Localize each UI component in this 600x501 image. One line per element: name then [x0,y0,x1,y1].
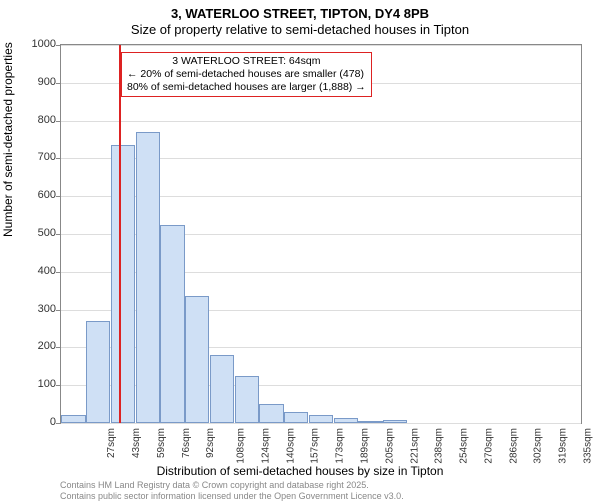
histogram-bar [210,355,234,423]
x-tick-label: 173sqm [335,428,346,464]
y-axis-label: Number of semi-detached properties [1,42,15,237]
y-tick [56,423,61,424]
x-tick-label: 335sqm [582,428,593,464]
x-axis-label: Distribution of semi-detached houses by … [0,464,600,478]
annotation-line1: 3 WATERLOO STREET: 64sqm [127,55,366,68]
x-tick-label: 76sqm [181,428,192,458]
y-tick [56,45,61,46]
y-tick-label: 600 [16,189,56,201]
x-tick-label: 43sqm [131,428,142,458]
histogram-bar [309,415,333,423]
chart-title-line1: 3, WATERLOO STREET, TIPTON, DY4 8PB [0,6,600,21]
grid-line [61,45,581,46]
histogram-bar [111,145,135,423]
annotation-line2: ← 20% of semi-detached houses are smalle… [127,68,366,81]
y-tick [56,385,61,386]
histogram-bar [358,421,382,423]
grid-line [61,121,581,122]
x-tick-label: 302sqm [533,428,544,464]
grid-line [61,423,581,424]
y-tick-label: 500 [16,227,56,239]
x-tick-label: 108sqm [236,428,247,464]
y-tick-label: 700 [16,151,56,163]
histogram-bar [383,420,407,423]
x-tick-label: 157sqm [310,428,321,464]
chart-title-line2: Size of property relative to semi-detach… [0,22,600,37]
y-tick-label: 800 [16,114,56,126]
y-tick [56,310,61,311]
y-tick [56,234,61,235]
histogram-bar [334,418,358,423]
x-tick-label: 189sqm [360,428,371,464]
histogram-bar [235,376,259,423]
y-tick-label: 200 [16,340,56,352]
x-tick-label: 59sqm [156,428,167,458]
x-tick-label: 270sqm [483,428,494,464]
histogram-bar [259,404,283,423]
annotation-line3: 80% of semi-detached houses are larger (… [127,81,366,94]
x-tick-label: 286sqm [508,428,519,464]
x-tick-label: 221sqm [409,428,420,464]
x-tick-label: 124sqm [261,428,272,464]
y-tick-label: 1000 [16,38,56,50]
annotation-box: 3 WATERLOO STREET: 64sqm← 20% of semi-de… [121,52,372,97]
y-tick-label: 0 [16,416,56,428]
plot-area: 3 WATERLOO STREET: 64sqm← 20% of semi-de… [60,44,582,424]
y-tick [56,272,61,273]
y-tick [56,196,61,197]
y-tick [56,347,61,348]
y-tick [56,158,61,159]
histogram-bar [86,321,110,423]
x-tick-label: 27sqm [106,428,117,458]
histogram-chart: 3, WATERLOO STREET, TIPTON, DY4 8PB Size… [0,0,600,500]
histogram-bar [185,296,209,423]
footer-line1: Contains HM Land Registry data © Crown c… [60,480,369,490]
y-tick-label: 300 [16,303,56,315]
histogram-bar [160,225,184,423]
x-tick-label: 205sqm [384,428,395,464]
histogram-bar [61,415,85,423]
y-tick-label: 900 [16,76,56,88]
x-tick-label: 254sqm [459,428,470,464]
x-tick-label: 140sqm [285,428,296,464]
x-tick-label: 319sqm [558,428,569,464]
histogram-bar [284,412,308,423]
reference-line [119,45,121,423]
y-tick-label: 100 [16,378,56,390]
y-tick-label: 400 [16,265,56,277]
y-tick [56,121,61,122]
x-tick-label: 238sqm [434,428,445,464]
y-tick [56,83,61,84]
x-tick-label: 92sqm [205,428,216,458]
histogram-bar [136,132,160,423]
